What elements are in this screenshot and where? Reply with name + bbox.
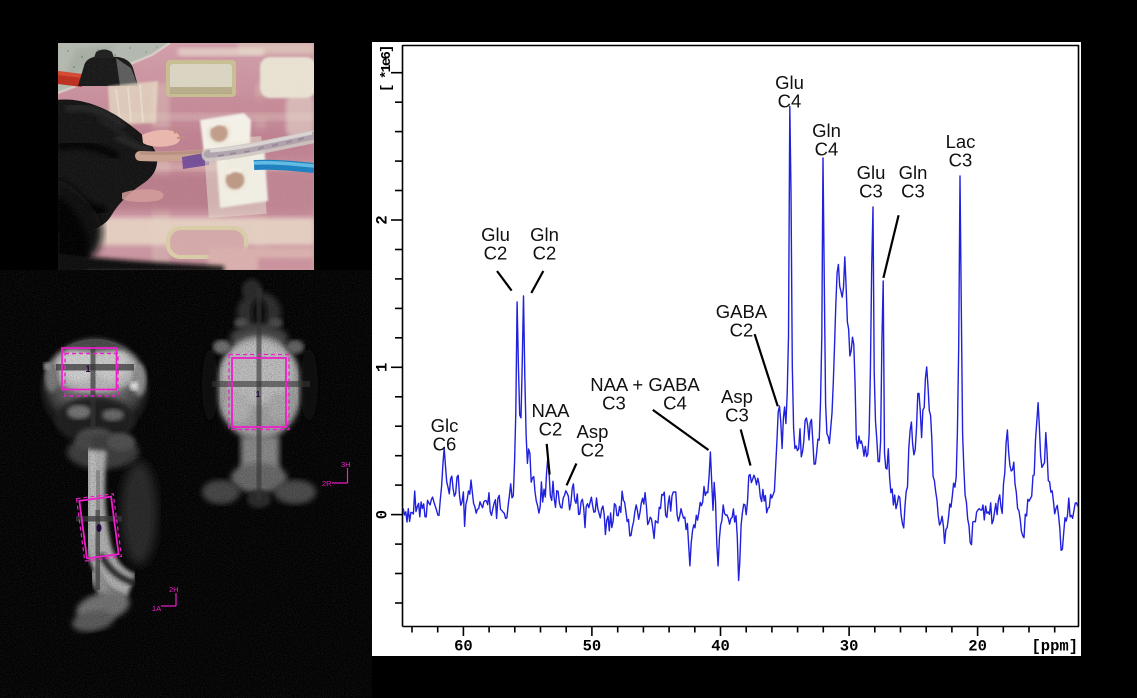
svg-text:40: 40 [711, 638, 730, 656]
svg-text:20: 20 [968, 638, 987, 656]
svg-text:2H: 2H [169, 585, 179, 594]
svg-text:NAA + GABA: NAA + GABA [590, 374, 700, 395]
svg-text:3H: 3H [341, 460, 351, 469]
svg-text:1: 1 [85, 364, 90, 374]
svg-text:2R: 2R [322, 479, 332, 488]
svg-text:C4: C4 [663, 393, 687, 414]
svg-text:1: 1 [374, 363, 392, 372]
svg-text:C3: C3 [602, 393, 626, 414]
svg-text:[ppm]: [ppm] [1031, 638, 1078, 656]
svg-text:30: 30 [840, 638, 859, 656]
svg-text:1: 1 [256, 390, 261, 399]
svg-text:[ *1e6]: [ *1e6] [379, 46, 395, 92]
svg-text:50: 50 [583, 638, 602, 656]
svg-text:2: 2 [374, 215, 392, 224]
svg-text:60: 60 [454, 638, 473, 656]
svg-text:1A: 1A [152, 604, 161, 613]
svg-text:0: 0 [374, 510, 392, 519]
